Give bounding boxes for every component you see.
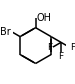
Text: Br: Br (0, 27, 11, 37)
Text: F: F (47, 43, 52, 51)
Text: F: F (58, 52, 64, 61)
Text: OH: OH (36, 13, 51, 23)
Text: F: F (70, 43, 75, 51)
